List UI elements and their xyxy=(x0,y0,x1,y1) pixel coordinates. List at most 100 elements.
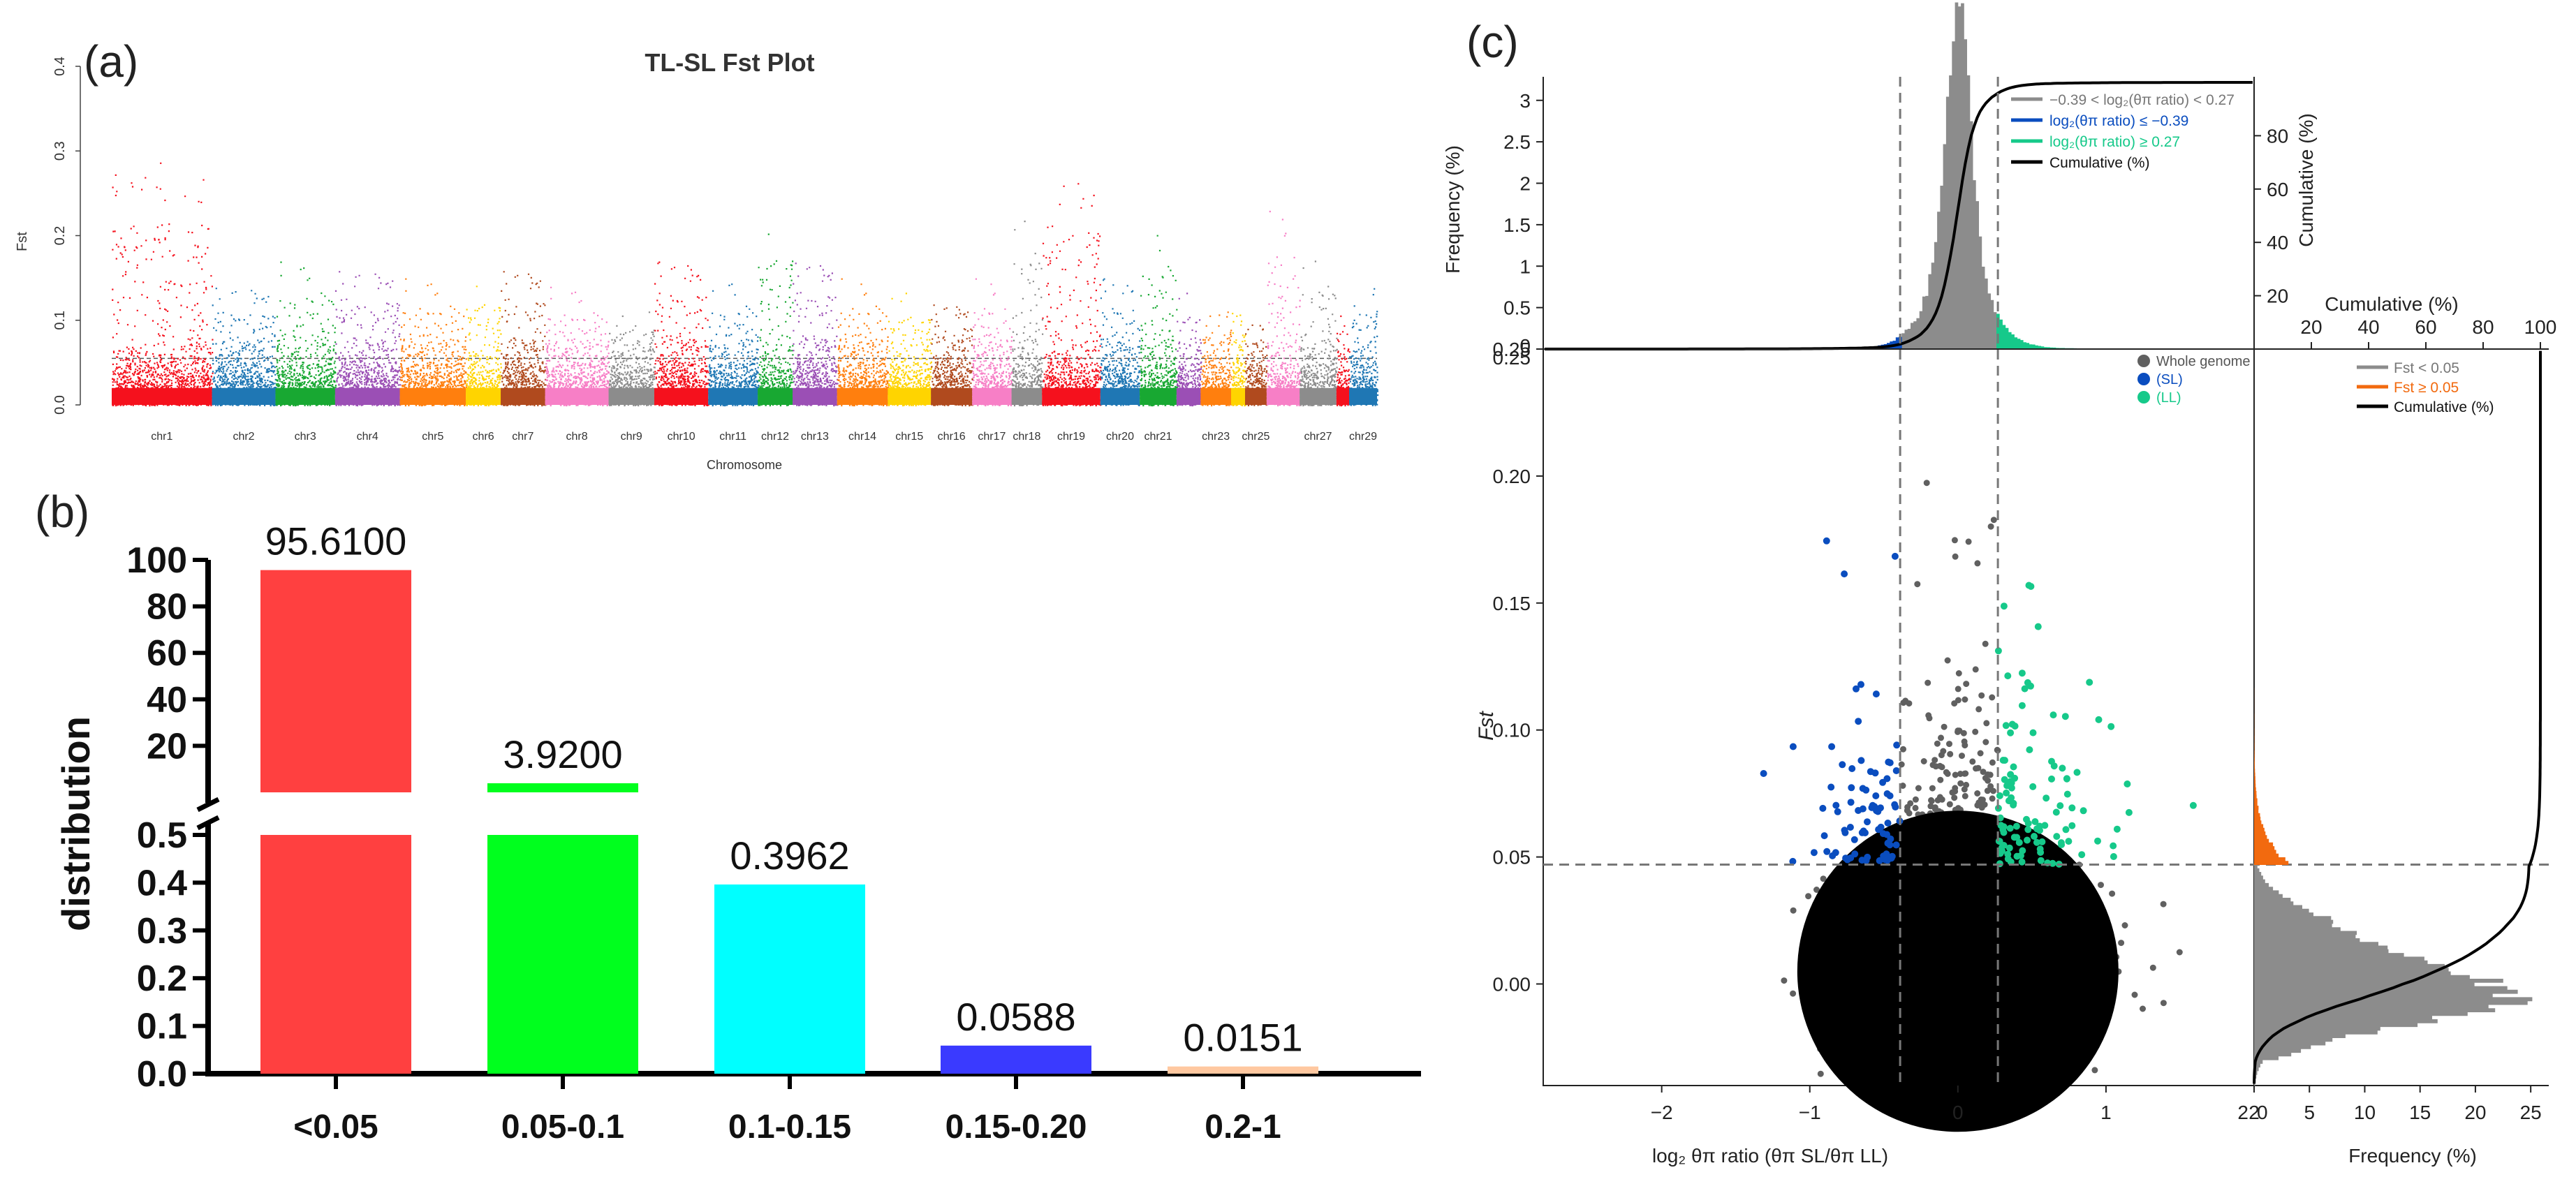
chromosome-base-band xyxy=(654,387,709,405)
chromosome-points-chr5 xyxy=(399,278,468,407)
right-hist-xlabel: Frequency (%) xyxy=(2348,1145,2477,1167)
chromosome-points-chr1 xyxy=(112,162,214,407)
right-hist-low-fst-bars xyxy=(2254,864,2533,1086)
chromosome-points-chr7 xyxy=(501,271,547,407)
scatter-y-tick-label: 0.25 xyxy=(1493,339,1531,360)
chromosome-points-chr19 xyxy=(1042,183,1102,407)
bar-2-lower xyxy=(714,884,865,1074)
chromosome-base-band xyxy=(758,387,793,405)
bar-1-upper xyxy=(487,783,638,792)
top-hist-y2-tick-label: 40 xyxy=(2267,232,2288,253)
chromosome-points-chr12 xyxy=(758,233,795,407)
chromosome-points-chr16 xyxy=(931,304,974,407)
bar-1-lower xyxy=(487,835,638,1074)
top-hist-y-tick-label: 1 xyxy=(1519,256,1531,277)
right-hist-legend-label: Fst ≥ 0.05 xyxy=(2394,380,2459,396)
top-hist-legend-label: −0.39 < log₂(θπ ratio) < 0.27 xyxy=(2049,92,2235,108)
scatter-legend-marker xyxy=(2137,391,2150,404)
top-hist-y2label: Cumulative (%) xyxy=(2295,113,2317,246)
bar-category-label: 0.15-0.20 xyxy=(945,1109,1087,1146)
top-hist-middle-bars xyxy=(1901,2,1997,349)
chromosome-tick-label: chr16 xyxy=(938,431,966,443)
chromosome-tick-label: chr17 xyxy=(978,431,1006,443)
chromosome-base-band xyxy=(1244,387,1267,405)
scatter-x-tick-label: 2 xyxy=(2249,1102,2260,1123)
bar-category-label: 0.1-0.15 xyxy=(728,1109,851,1146)
bar-y-tick-label: 0.3 xyxy=(137,911,187,952)
chromosome-points-chr23 xyxy=(1200,311,1233,407)
top-hist-y-tick-label: 0.5 xyxy=(1503,297,1531,319)
c-xlabel: log₂ θπ ratio (θπ SL/θπ LL) xyxy=(1652,1145,1888,1167)
right-hist-x2-tick-label: 80 xyxy=(2472,316,2494,338)
manhattan-y-tick-label: 0.1 xyxy=(52,311,68,330)
chromosome-points-chr6 xyxy=(466,286,503,407)
chromosome-base-band xyxy=(1042,387,1101,405)
bar-value-label: 95.6100 xyxy=(265,519,406,563)
axis-break-mark xyxy=(196,797,220,813)
chromosome-base-band xyxy=(837,387,888,405)
right-hist-x2-tick-label: 20 xyxy=(2300,316,2322,338)
chromosome-tick-label: chr15 xyxy=(895,431,923,443)
scatter-y-tick-label: 0.00 xyxy=(1493,973,1531,995)
bar-ylabel: distribution xyxy=(54,716,98,931)
chromosome-base-band xyxy=(501,387,545,405)
chromosome-points-chr28 xyxy=(1336,315,1351,407)
scatter-top-tick-label: 0.25 xyxy=(1493,347,1531,369)
scatter-legend-marker xyxy=(2137,355,2150,367)
chromosome-tick-label: chr21 xyxy=(1144,431,1172,443)
chromosome-points-chr27 xyxy=(1300,260,1338,407)
bar-category-label: 0.2-1 xyxy=(1205,1109,1281,1146)
scatter-legend-label: (SL) xyxy=(2156,372,2183,387)
whole-genome-points xyxy=(1781,480,2183,1132)
top-hist-y2-tick-label: 80 xyxy=(2267,125,2288,147)
distribution-bar-chart: distribution 0.0 0.1 0.2 0.3 0.4 0.5 20 40 60 80 1… xyxy=(54,519,1421,1146)
chromosome-tick-label: chr8 xyxy=(566,431,588,443)
chromosome-points-chr11 xyxy=(708,283,760,407)
chromosome-points-chr14 xyxy=(837,278,890,407)
bar-y-tick-label: 20 xyxy=(147,726,187,767)
scatter-x-tick-label: −1 xyxy=(1799,1102,1821,1123)
top-hist-y2-tick-label: 20 xyxy=(2267,286,2288,307)
chromosome-base-band xyxy=(1140,387,1177,405)
scatter-legend-marker xyxy=(2137,373,2150,385)
chromosome-points-chr8 xyxy=(545,286,610,407)
chromosome-points-chr4 xyxy=(334,271,402,407)
chromosome-base-band xyxy=(112,387,212,405)
top-hist-zero-label: 0 xyxy=(1519,335,1531,357)
chromosome-base-band xyxy=(275,387,335,405)
top-hist-y-tick-label: 1.5 xyxy=(1503,214,1531,236)
scatter-y-tick-label: 0.15 xyxy=(1493,593,1531,614)
right-hist-x-tick-label: 20 xyxy=(2464,1102,2486,1123)
right-hist-x2-tick-label: 100 xyxy=(2524,316,2557,338)
top-hist-legend-label: log₂(θπ ratio) ≥ 0.27 xyxy=(2049,134,2180,150)
chromosome-points-chr9 xyxy=(608,311,656,407)
chromosome-base-band xyxy=(1349,387,1377,405)
chromosome-tick-label: chr6 xyxy=(472,431,494,443)
chromosome-base-band xyxy=(399,387,466,405)
bar-chart-content: 0.0 0.1 0.2 0.3 0.4 0.5 20 40 60 80 100 95.6100 <0.0… xyxy=(126,519,1421,1146)
scatter-x-tick-label: −2 xyxy=(1651,1102,1673,1123)
chromosome-tick-label: chr7 xyxy=(512,431,533,443)
bar-4-lower xyxy=(1168,1066,1318,1074)
bar-value-label: 0.3962 xyxy=(730,834,849,878)
panel-label-b: (b) xyxy=(35,487,89,537)
chromosome-base-band xyxy=(1300,387,1337,405)
axis-break-mark xyxy=(196,815,220,831)
chromosome-base-band xyxy=(1266,387,1300,405)
right-histogram: 2 0 5 10 15 20 25 20 40 60 80 100 Fst < 0.05 Fst ≥ 0.… xyxy=(2237,316,2556,1123)
right-hist-legend: Fst < 0.05 Fst ≥ 0.05 Cumulative (%) xyxy=(2357,360,2494,415)
panel-label-a: (a) xyxy=(84,36,138,87)
top-hist-ylabel: Frequency (%) xyxy=(1442,145,1464,274)
chromosome-points-chr21 xyxy=(1140,235,1178,407)
chromosome-points-chr22 xyxy=(1176,293,1202,407)
top-hist-legend: −0.39 < log₂(θπ ratio) < 0.27 log₂(θπ rat… xyxy=(2011,92,2235,171)
chromosome-base-band xyxy=(888,387,932,405)
chromosome-tick-label: chr9 xyxy=(621,431,642,443)
fst-ratio-scatter: −2 −1 0 1 2 0.00 0.05 0.10 0.15 0.20 0.25 Whole gen… xyxy=(1493,77,2549,1132)
bar-0-upper xyxy=(260,570,411,792)
chromosome-tick-label: chr2 xyxy=(233,431,254,443)
bar-value-label: 0.0151 xyxy=(1183,1016,1302,1060)
top-histogram: 0.5 1 1.5 2 2.5 3 20 40 60 80 −0.39 < log₂(θπ rati… xyxy=(1503,2,2288,350)
top-hist-legend-label: Cumulative (%) xyxy=(2049,155,2150,171)
